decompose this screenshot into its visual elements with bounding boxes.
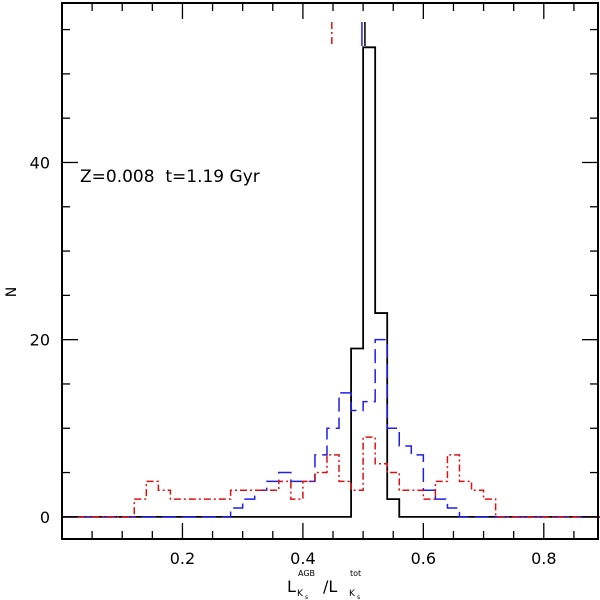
x-tick-label: 0.6	[411, 549, 436, 568]
plot-frame	[61, 2, 599, 540]
histogram-series-1	[62, 46, 600, 518]
marker-layer	[331, 22, 366, 46]
x-label-main: L	[287, 577, 296, 596]
x-tick-label: 0.4	[290, 549, 315, 568]
x-label-separator: /L	[323, 577, 337, 596]
y-axis-label: N	[4, 287, 20, 297]
tick-layer	[62, 3, 598, 539]
tick-label-layer: 0.2 0.4 0.6 0.8 0 20 40	[30, 153, 557, 568]
y-tick-label: 0	[40, 508, 50, 527]
x-label-den-sub: K	[349, 589, 356, 599]
x-label-den-subsub: s	[357, 594, 360, 600]
y-tick-label: 40	[30, 153, 50, 172]
series-layer	[62, 46, 600, 518]
annotation-text: Z=0.008 t=1.19 Gyr	[80, 167, 260, 187]
x-tick-label: 0.2	[170, 549, 195, 568]
x-label-num-sup: AGB	[298, 569, 315, 578]
x-label-num-subsub: s	[305, 594, 308, 600]
histogram-series-2	[62, 338, 600, 518]
x-tick-label: 0.8	[531, 549, 556, 568]
x-axis-label: L AGB K s /L tot K s	[287, 569, 361, 600]
x-label-den-sup: tot	[350, 569, 361, 578]
histogram-series-3	[62, 436, 600, 518]
y-tick-label: 20	[30, 331, 50, 350]
x-label-num-sub: K	[297, 589, 304, 599]
